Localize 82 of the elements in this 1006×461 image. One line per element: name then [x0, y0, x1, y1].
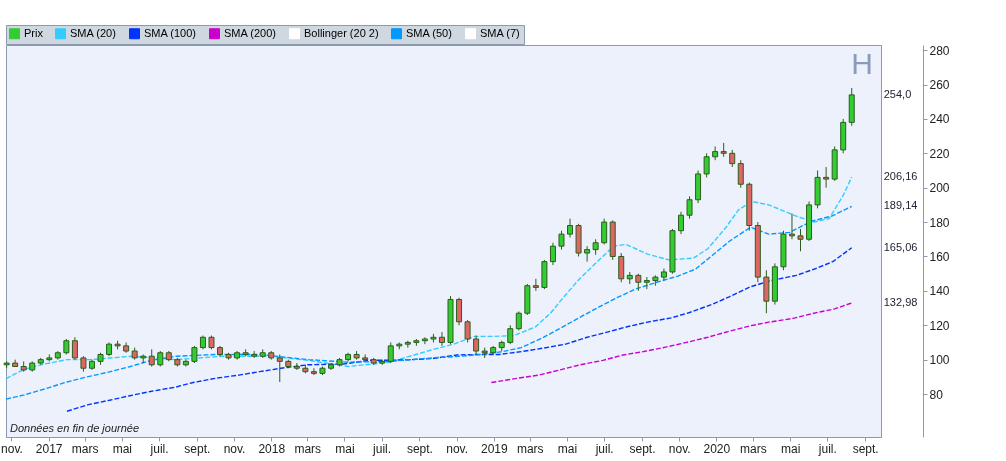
x-tick-label: mai: [780, 441, 801, 456]
candlestick: [456, 297, 463, 326]
candlestick: [438, 331, 445, 347]
x-tick-label: sept.: [629, 441, 656, 456]
line-series: [5, 205, 853, 400]
annotation: 254,0: [883, 87, 912, 100]
x-tick-label: juil.: [594, 441, 614, 456]
y-tick-label: 140: [929, 284, 950, 299]
legend-label: SMA (50): [406, 26, 452, 39]
x-tick-label: mai: [112, 441, 133, 456]
legend-label: SMA (100): [144, 26, 196, 39]
candlestick: [567, 218, 574, 239]
y-tick-label: 220: [929, 146, 950, 161]
legend-label: SMA (7): [480, 26, 520, 39]
legend-label: SMA (200): [224, 26, 276, 39]
annotation: 206,16: [883, 170, 918, 183]
y-tick-label: 240: [929, 112, 950, 127]
x-tick-label: 2017: [35, 441, 63, 456]
candlestick: [387, 341, 394, 364]
y-tick-label: 120: [929, 318, 950, 333]
candlestick: [310, 367, 317, 376]
x-tick-label: 2019: [480, 441, 508, 456]
candlestick: [293, 362, 300, 371]
x-tick-label: 2018: [258, 441, 286, 456]
legend-label: Prix: [24, 26, 44, 39]
candlestick: [507, 324, 514, 345]
candlestick: [584, 245, 591, 263]
x-tick-label: sept.: [184, 441, 211, 456]
candlestick: [712, 145, 719, 161]
y-tick-label: 180: [929, 215, 950, 230]
candlestick: [737, 159, 744, 189]
candlestick: [421, 336, 428, 345]
candlestick: [678, 211, 684, 235]
x-tick-label: juil.: [372, 441, 392, 456]
y-tick-label: 280: [929, 43, 950, 58]
line-series: [490, 302, 853, 384]
x-tick-label: sept.: [406, 441, 433, 456]
y-tick-label: 100: [929, 353, 950, 368]
y-tick-label: 80: [929, 387, 944, 402]
x-tick-label: nov.: [223, 441, 246, 456]
candlestick: [515, 310, 522, 331]
annotation: 165,06: [883, 240, 918, 253]
candlestick: [464, 319, 471, 343]
x-tick-label: nov.: [446, 441, 469, 456]
x-tick-label: mars: [71, 441, 99, 456]
x-tick-label: mai: [557, 441, 578, 456]
candlestick: [643, 276, 650, 290]
annotation: Données en fin de journée: [10, 422, 140, 434]
candlestick: [797, 228, 804, 252]
candlestick: [532, 278, 539, 292]
candlestick: [362, 353, 369, 362]
candlestick: [473, 335, 480, 355]
candlestick: [601, 218, 608, 245]
candlestick: [618, 252, 625, 283]
candlestick: [558, 230, 565, 251]
x-tick-label: juil.: [149, 441, 169, 456]
x-tick-label: mars: [294, 441, 322, 456]
legend-label: Bollinger (20 2): [304, 26, 379, 39]
y-tick-label: 200: [929, 181, 950, 196]
y-tick-label: 160: [929, 249, 950, 264]
x-tick-label: nov.: [1, 441, 23, 456]
annotation: 132,98: [883, 295, 918, 308]
candlestick: [71, 336, 78, 361]
candlestick: [686, 195, 693, 220]
candlestick: [788, 212, 795, 240]
line-series: [66, 247, 853, 412]
x-tick-label: sept.: [852, 441, 879, 456]
annotation: H: [851, 47, 873, 80]
y-tick-label: 260: [929, 78, 950, 93]
x-tick-label: 2020: [703, 441, 731, 456]
candlestick: [549, 242, 556, 266]
annotation: 189,14: [883, 199, 918, 212]
x-tick-label: mars: [516, 441, 544, 456]
candlestick: [703, 152, 710, 178]
x-tick-label: mars: [740, 441, 767, 456]
x-tick-label: nov.: [668, 441, 691, 456]
x-tick-label: mai: [335, 441, 355, 456]
legend-label: SMA (20): [70, 26, 116, 39]
x-tick-label: juil.: [817, 441, 837, 456]
line-series: [5, 176, 853, 380]
candlestick: [823, 166, 830, 189]
candlestick: [276, 353, 283, 383]
